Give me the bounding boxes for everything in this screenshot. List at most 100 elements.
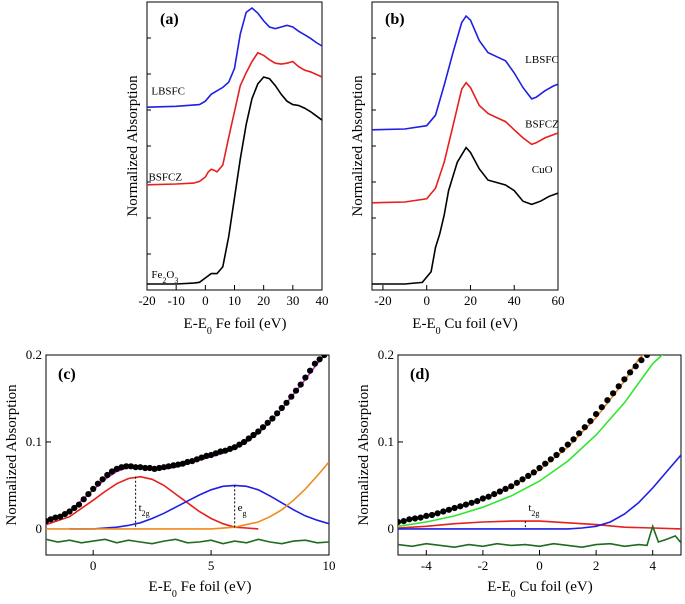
panel-c-data-point bbox=[255, 428, 262, 435]
panel-c-series-eg-peak bbox=[69, 484, 329, 530]
panel-d-data-point bbox=[559, 446, 566, 453]
panel-d-label: (d) bbox=[410, 366, 430, 383]
panel-c-data-point bbox=[156, 464, 163, 472]
panel-b-series-lbsfc bbox=[372, 14, 558, 131]
panel-a-annotation: BSFCZ bbox=[148, 172, 182, 184]
panel-d-series-group bbox=[398, 355, 681, 549]
panel-c-ytick-label: 0.2 bbox=[26, 347, 42, 362]
panel-d-xtick-label: -2 bbox=[477, 558, 488, 573]
panel-b-plot: -20 0 20 40 60 LBSFC BSFCZ CuO bbox=[372, 14, 565, 308]
panel-d-data-point bbox=[593, 411, 600, 418]
panel-c-data-point bbox=[160, 464, 167, 471]
panel-d-data-point bbox=[468, 499, 475, 506]
panel-c-data-point bbox=[269, 415, 276, 422]
panel-d-series-fit bbox=[398, 355, 645, 523]
panel-d-data-point bbox=[496, 488, 503, 495]
panel-d-data-point bbox=[547, 456, 554, 463]
panel-c-data-point bbox=[222, 447, 229, 454]
panel-c-series-group bbox=[46, 355, 329, 545]
panel-a-ylabel: Normalized Absorption bbox=[125, 75, 141, 217]
panel-c-marker-label: t2g bbox=[139, 502, 150, 518]
panel-c-data-point bbox=[250, 431, 257, 439]
panel-b: -20 0 20 40 60 LBSFC BSFCZ CuO (b) Normalized A… bbox=[350, 1, 565, 337]
panel-c-data-point bbox=[104, 471, 111, 479]
panel-d-data-point bbox=[474, 498, 481, 505]
panel-d-data-point bbox=[576, 430, 583, 437]
panel-b-series-cuo bbox=[372, 146, 558, 285]
panel-a-label: (a) bbox=[160, 11, 179, 28]
panel-c-data-point bbox=[184, 458, 191, 466]
panel-a-xtick-label: 20 bbox=[257, 293, 270, 308]
panel-a: -20 -10 0 10 20 30 40 LBSFC BSFCZ Fe2O3 (a) Norma… bbox=[125, 1, 329, 337]
panel-b-frame bbox=[371, 1, 559, 291]
panel-d-data-point bbox=[400, 518, 407, 525]
panel-d-xtick-label: 0 bbox=[536, 558, 543, 573]
panel-a-series-group bbox=[147, 6, 322, 285]
panel-c-data-point bbox=[99, 476, 106, 483]
panel-d-series-residual bbox=[398, 523, 681, 549]
panel-c-data-point bbox=[123, 463, 130, 470]
panel-c-data-point bbox=[94, 480, 101, 487]
panel-c-data-point bbox=[193, 456, 200, 463]
panel-a-xlabel: E-E0 Fe foil (eV) bbox=[184, 316, 287, 337]
panel-d-plot: -4 -2 0 2 4 0 0.1 0.2 t2g bbox=[378, 347, 681, 573]
panel-c-data-point bbox=[311, 360, 318, 367]
panel-d-data-point bbox=[632, 363, 639, 370]
panel-c-data-point bbox=[297, 381, 304, 388]
panel-d-data-point bbox=[406, 516, 413, 523]
panel-c-data-point bbox=[66, 508, 73, 515]
panel-d-data-point bbox=[581, 424, 588, 431]
panel-d-data-point bbox=[627, 369, 634, 376]
panel-b-annotation: BSFCZ bbox=[525, 118, 559, 130]
panel-c-data-point bbox=[61, 510, 68, 518]
panel-b-xtick-label: 0 bbox=[423, 293, 430, 308]
panel-c-series-residual bbox=[46, 538, 329, 545]
panel-c-xtick-label: 0 bbox=[90, 558, 97, 573]
panel-c-data-point bbox=[212, 450, 219, 457]
panel-c-data-point bbox=[80, 496, 87, 503]
panel-d-data-point bbox=[536, 464, 543, 472]
panel-c-data-point bbox=[151, 465, 158, 472]
panel-d-data-point bbox=[530, 469, 537, 476]
panel-c-data-point bbox=[283, 399, 290, 406]
panel-c-data-point bbox=[142, 464, 149, 472]
marker-sub: 2g bbox=[531, 508, 539, 517]
panel-c-xtick-label: 5 bbox=[208, 558, 215, 573]
panel-c-data-point bbox=[231, 444, 238, 451]
panel-c-ytick-label: 0.1 bbox=[26, 434, 42, 449]
panel-c-data-point bbox=[278, 404, 285, 412]
panel-c-data-point bbox=[316, 356, 323, 363]
panel-c-data-point bbox=[175, 461, 182, 468]
panel-d-data-point bbox=[615, 383, 622, 390]
panel-b-xtick-label: 60 bbox=[552, 293, 565, 308]
panel-b-annotation: LBSFC bbox=[525, 54, 559, 66]
panel-a-series-lbsfc bbox=[147, 6, 322, 108]
panel-c-data-point bbox=[189, 458, 196, 465]
panel-d-xtick-label: 2 bbox=[593, 558, 600, 573]
panel-d-data-point bbox=[570, 436, 577, 443]
panel-d-data-point bbox=[457, 503, 464, 510]
panel-b-xtick-label: 40 bbox=[508, 293, 521, 308]
panel-c-data-point bbox=[307, 367, 314, 374]
panel-a-xtick-label: 10 bbox=[228, 293, 241, 308]
panel-c-series-t2g-peak bbox=[46, 475, 259, 530]
panel-c-data-point bbox=[241, 438, 248, 446]
panel-a-xtick-label: 40 bbox=[316, 293, 329, 308]
panel-d-ytick-label: 0.2 bbox=[378, 347, 394, 362]
panel-d-data-point bbox=[423, 512, 430, 520]
panel-c-data-point bbox=[302, 374, 309, 381]
panel-d-series-peak bbox=[398, 520, 681, 530]
panel-d-data-point bbox=[428, 511, 436, 519]
panel-d-xtick-label: 4 bbox=[649, 558, 656, 573]
panel-b-annotation: CuO bbox=[532, 164, 553, 176]
marker-sub: g bbox=[243, 508, 247, 517]
panel-c-data-point bbox=[47, 516, 54, 523]
panel-c-ytick-label: 0 bbox=[36, 521, 43, 536]
panel-d-data-point bbox=[553, 451, 560, 459]
panel-d-data-point bbox=[417, 514, 424, 521]
panel-d-series-edge-step bbox=[398, 355, 664, 528]
panel-c-ylabel: Normalized Absorption bbox=[4, 384, 20, 526]
panel-c-data-point bbox=[198, 454, 205, 461]
panel-d: -4 -2 0 2 4 0 0.1 0.2 t2g (d) Normalized Absorpt… bbox=[356, 347, 682, 600]
